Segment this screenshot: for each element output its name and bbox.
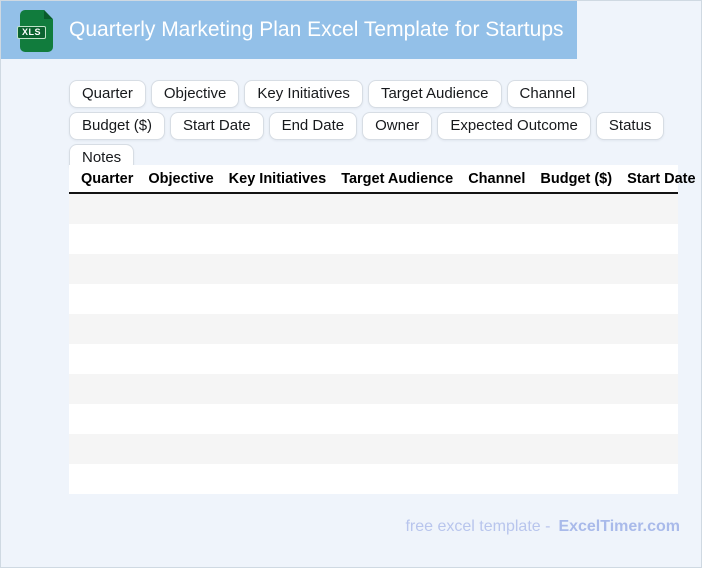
table-row xyxy=(69,284,678,314)
table-header-row: Quarter Objective Key Initiatives Target Au… xyxy=(69,165,696,194)
column-chip[interactable]: Start Date xyxy=(170,112,264,140)
column-header: Quarter xyxy=(81,170,134,187)
table-row xyxy=(69,344,678,374)
footer: free excel template - ExcelTimer.com xyxy=(405,518,680,536)
column-chip[interactable]: Quarter xyxy=(69,80,146,108)
plan-table: Quarter Objective Key Initiatives Target Au… xyxy=(69,165,696,494)
column-header: Channel xyxy=(468,170,526,187)
column-header: Start Date xyxy=(627,170,696,187)
table-row xyxy=(69,254,678,284)
column-chip[interactable]: Expected Outcome xyxy=(437,112,591,140)
header-bar: XLS Quarterly Marketing Plan Excel Templ… xyxy=(1,1,577,59)
column-chip[interactable]: Budget ($) xyxy=(69,112,166,140)
table-body xyxy=(69,194,678,494)
xls-file-icon: XLS xyxy=(17,10,53,52)
footer-text: free excel template - xyxy=(405,518,551,535)
table-row xyxy=(69,374,678,404)
page-title: Quarterly Marketing Plan Excel Template … xyxy=(69,18,564,41)
column-chip[interactable]: Status xyxy=(595,112,665,140)
column-chip[interactable]: End Date xyxy=(268,112,358,140)
column-chip-list: Quarter Objective Key Initiatives Target Au… xyxy=(69,80,683,172)
table-row xyxy=(69,434,678,464)
table-row xyxy=(69,404,678,434)
table-row xyxy=(69,464,678,494)
column-header: Budget ($) xyxy=(540,170,613,187)
brand-link[interactable]: ExcelTimer.com xyxy=(558,518,680,535)
column-chip[interactable]: Objective xyxy=(150,80,240,108)
column-header: Target Audience xyxy=(341,170,454,187)
column-chip[interactable]: Key Initiatives xyxy=(244,80,363,108)
table-row xyxy=(69,194,678,224)
column-header: Key Initiatives xyxy=(228,170,327,187)
xls-badge-label: XLS xyxy=(17,26,47,39)
column-chip[interactable]: Owner xyxy=(362,112,433,140)
folded-corner xyxy=(44,10,53,20)
column-chip[interactable]: Channel xyxy=(506,80,589,108)
column-chip[interactable]: Target Audience xyxy=(367,80,502,108)
table-row xyxy=(69,224,678,254)
table-row xyxy=(69,314,678,344)
column-header: Objective xyxy=(148,170,214,187)
